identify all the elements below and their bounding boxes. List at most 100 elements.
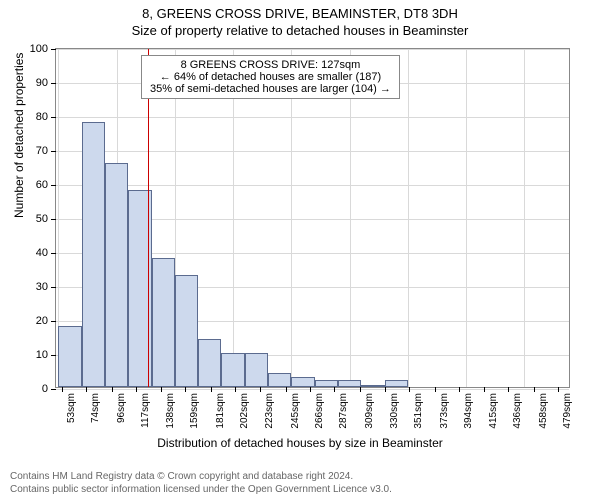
y-tick (51, 253, 56, 254)
x-tick (310, 387, 311, 392)
x-tick (286, 387, 287, 392)
gridline-v (408, 49, 409, 387)
x-tick (211, 387, 212, 392)
gridline-h (56, 389, 569, 390)
histogram-bar (221, 353, 244, 387)
x-tick-label: 330sqm (389, 393, 400, 429)
y-tick-label: 70 (36, 145, 48, 157)
gridline-v (350, 49, 351, 387)
x-tick (534, 387, 535, 392)
footer-line-1: Contains HM Land Registry data © Crown c… (10, 471, 392, 484)
x-tick (185, 387, 186, 392)
y-tick (51, 49, 56, 50)
histogram-bar (385, 380, 408, 387)
chart-address-title: 8, GREENS CROSS DRIVE, BEAMINSTER, DT8 3… (0, 0, 600, 21)
annotation-box: 8 GREENS CROSS DRIVE: 127sqm← 64% of det… (141, 55, 400, 99)
y-tick (51, 185, 56, 186)
x-tick (260, 387, 261, 392)
x-tick (112, 387, 113, 392)
x-tick-label: 309sqm (364, 393, 375, 429)
x-tick-label: 117sqm (140, 393, 151, 428)
y-tick-label: 80 (36, 111, 48, 123)
x-tick (508, 387, 509, 392)
x-tick-label: 351sqm (413, 393, 424, 429)
x-tick (334, 387, 335, 392)
y-tick-label: 100 (30, 43, 48, 55)
x-tick-label: 436sqm (512, 393, 523, 429)
x-tick-label: 181sqm (215, 393, 226, 429)
y-tick (51, 389, 56, 390)
annotation-line: 8 GREENS CROSS DRIVE: 127sqm (150, 59, 391, 71)
x-tick (235, 387, 236, 392)
x-tick (62, 387, 63, 392)
x-axis-label: Distribution of detached houses by size … (0, 436, 600, 450)
chart-container: 8, GREENS CROSS DRIVE, BEAMINSTER, DT8 3… (0, 0, 600, 500)
x-tick-label: 138sqm (165, 393, 176, 429)
y-tick (51, 117, 56, 118)
gridline-v (233, 49, 234, 387)
x-tick (409, 387, 410, 392)
x-tick (484, 387, 485, 392)
histogram-bar (268, 373, 291, 387)
histogram-bar (245, 353, 268, 387)
y-tick-label: 40 (36, 247, 48, 259)
x-tick (435, 387, 436, 392)
histogram-bar (198, 339, 221, 387)
gridline-h (56, 49, 569, 50)
y-tick (51, 321, 56, 322)
histogram-bar (152, 258, 175, 387)
x-tick (86, 387, 87, 392)
y-tick-label: 0 (42, 383, 48, 395)
gridline-v (466, 49, 467, 387)
histogram-bar (58, 326, 81, 387)
y-axis-label: Number of detached properties (12, 53, 26, 218)
gridline-h (56, 185, 569, 186)
footer-line-2: Contains public sector information licen… (10, 484, 392, 497)
gridline-h (56, 151, 569, 152)
x-tick-label: 53sqm (66, 393, 77, 423)
y-tick-label: 90 (36, 77, 48, 89)
x-tick-label: 394sqm (463, 393, 474, 429)
y-tick-label: 10 (36, 349, 48, 361)
y-tick-label: 20 (36, 315, 48, 327)
histogram-bar (315, 380, 338, 387)
y-tick (51, 83, 56, 84)
x-tick-label: 479sqm (562, 393, 573, 429)
chart-subtitle: Size of property relative to detached ho… (0, 21, 600, 38)
x-tick (136, 387, 137, 392)
x-tick (360, 387, 361, 392)
histogram-bar (82, 122, 105, 387)
x-tick-label: 202sqm (239, 393, 250, 429)
x-tick (459, 387, 460, 392)
x-tick-label: 287sqm (338, 393, 349, 429)
x-tick (161, 387, 162, 392)
gridline-h (56, 117, 569, 118)
x-tick-label: 74sqm (90, 393, 101, 423)
annotation-line: 35% of semi-detached houses are larger (… (150, 83, 391, 95)
histogram-bar (291, 377, 314, 387)
gridline-v (524, 49, 525, 387)
y-tick (51, 287, 56, 288)
x-tick-label: 96sqm (116, 393, 127, 423)
y-tick (51, 355, 56, 356)
plot-area: 010203040506070809010053sqm74sqm96sqm117… (55, 48, 570, 388)
x-tick-label: 373sqm (439, 393, 450, 429)
histogram-bar (338, 380, 361, 387)
gridline-v (291, 49, 292, 387)
x-tick-label: 223sqm (264, 393, 275, 429)
reference-line (148, 49, 149, 387)
y-tick (51, 151, 56, 152)
histogram-bar (175, 275, 198, 387)
x-tick-label: 159sqm (189, 393, 200, 429)
y-tick-label: 30 (36, 281, 48, 293)
y-tick-label: 60 (36, 179, 48, 191)
x-tick-label: 266sqm (314, 393, 325, 429)
annotation-line: ← 64% of detached houses are smaller (18… (150, 71, 391, 83)
x-tick-label: 415sqm (488, 393, 499, 429)
y-tick (51, 219, 56, 220)
x-tick (558, 387, 559, 392)
histogram-bar (105, 163, 128, 387)
y-tick-label: 50 (36, 213, 48, 225)
x-tick (385, 387, 386, 392)
attribution-footer: Contains HM Land Registry data © Crown c… (10, 471, 392, 496)
